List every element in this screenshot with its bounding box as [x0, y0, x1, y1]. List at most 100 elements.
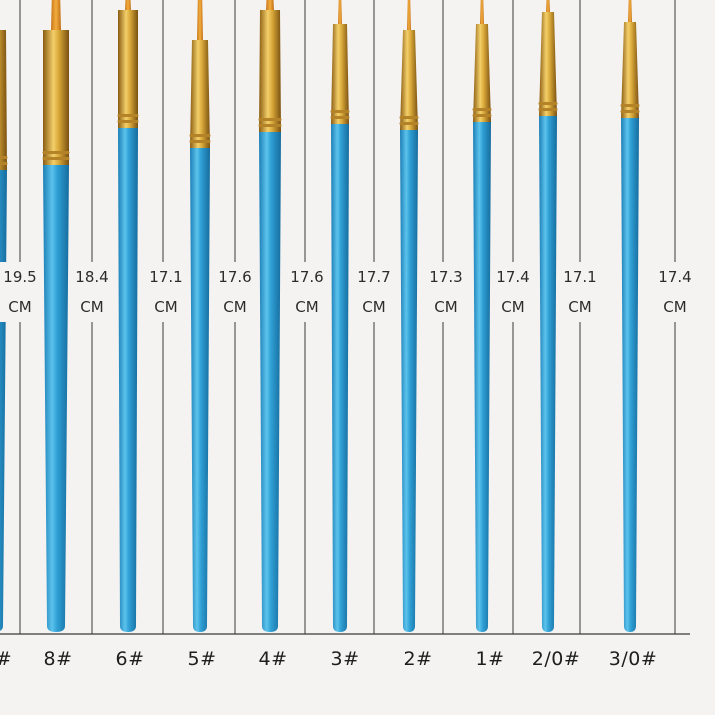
ferrule-ring [42, 157, 70, 160]
brush-size-label: 3/0# [608, 648, 658, 670]
ferrule-ring [538, 108, 558, 111]
ferrule-ring [0, 156, 8, 159]
brush-size-label: # [0, 648, 34, 670]
ferrule-ring [620, 110, 640, 113]
length-value: 17.6 [290, 268, 324, 286]
bristles [51, 0, 61, 30]
ferrule-ring [258, 124, 282, 127]
length-value: 17.4 [658, 268, 692, 286]
handle [400, 130, 418, 632]
length-unit: CM [501, 298, 525, 316]
ferrule-ring [620, 104, 640, 107]
bristles [628, 0, 632, 22]
length-value: 17.3 [429, 268, 463, 286]
length-unit: CM [362, 298, 386, 316]
paint-brush [620, 0, 640, 632]
length-label: 17.3 CM [424, 262, 468, 322]
ferrule-ring [189, 140, 211, 143]
length-value: 17.6 [218, 268, 252, 286]
paint-brush [472, 0, 492, 632]
length-unit: CM [223, 298, 247, 316]
bristles [125, 0, 131, 10]
ferrule [400, 30, 418, 130]
paint-brush [330, 0, 350, 632]
handle [473, 122, 491, 632]
length-unit: CM [80, 298, 104, 316]
length-label: 19.5 CM [0, 262, 42, 322]
handle [190, 148, 210, 632]
ferrule [621, 22, 639, 118]
ferrule [190, 40, 210, 148]
brush-size-label: 6# [115, 648, 145, 670]
handle [539, 116, 557, 632]
length-unit: CM [568, 298, 592, 316]
handle [118, 128, 138, 632]
ferrule [259, 10, 281, 132]
handle [621, 118, 639, 632]
ferrule-ring [330, 110, 350, 113]
brush-size-label: 5# [187, 648, 217, 670]
ferrule-ring [472, 108, 492, 111]
handle [0, 170, 7, 631]
bristles [546, 0, 550, 12]
ferrule [118, 10, 138, 128]
paint-brush [42, 0, 70, 632]
length-unit: CM [295, 298, 319, 316]
ferrule-ring [258, 118, 282, 121]
paint-brush [538, 0, 558, 632]
length-label: 17.6 CM [285, 262, 329, 322]
length-value: 17.1 [563, 268, 597, 286]
brush-size-label: 3# [330, 648, 360, 670]
length-label: 17.7 CM [352, 262, 396, 322]
handle [259, 132, 281, 632]
brush-size-label: 2/0# [531, 648, 581, 670]
paint-brush [117, 0, 139, 632]
brush-size-label: 8# [43, 648, 73, 670]
ferrule-ring [42, 151, 70, 154]
ferrule-ring [472, 114, 492, 117]
length-value: 17.4 [496, 268, 530, 286]
brush-size-label: 4# [258, 648, 288, 670]
length-unit: CM [154, 298, 178, 316]
ferrule [331, 24, 349, 124]
ferrule-ring [0, 162, 8, 165]
ferrule [473, 24, 491, 122]
length-value: 18.4 [75, 268, 109, 286]
brush-size-label: 1# [475, 648, 505, 670]
ferrule-ring [117, 120, 139, 123]
length-value: 17.7 [357, 268, 391, 286]
handle [43, 165, 69, 632]
bristles [407, 0, 411, 30]
length-unit: CM [8, 298, 32, 316]
bristles [266, 0, 274, 10]
length-label: 17.1 CM [558, 262, 602, 322]
paint-brush [189, 0, 211, 632]
length-unit: CM [434, 298, 458, 316]
ferrule-ring [117, 114, 139, 117]
length-value: 17.1 [149, 268, 183, 286]
length-label: 18.4 CM [70, 262, 114, 322]
ferrule-ring [330, 116, 350, 119]
length-label: 17.1 CM [144, 262, 188, 322]
ferrule-ring [538, 102, 558, 105]
length-label: 17.4 CM [653, 262, 697, 322]
bristles [338, 0, 342, 24]
bristles [197, 0, 203, 40]
paint-brush [258, 0, 282, 632]
ferrule-ring [399, 116, 419, 119]
ferrule [539, 12, 557, 116]
brush-size-label: 2# [403, 648, 433, 670]
handle [331, 124, 349, 632]
length-unit: CM [663, 298, 687, 316]
ferrule [43, 30, 69, 165]
bristles [480, 0, 484, 24]
length-label: 17.6 CM [213, 262, 257, 322]
ferrule-ring [399, 122, 419, 125]
ferrule-ring [189, 134, 211, 137]
ferrule [0, 30, 7, 170]
length-label: 17.4 CM [491, 262, 535, 322]
length-value: 19.5 [3, 268, 37, 286]
paint-brush [399, 0, 419, 632]
